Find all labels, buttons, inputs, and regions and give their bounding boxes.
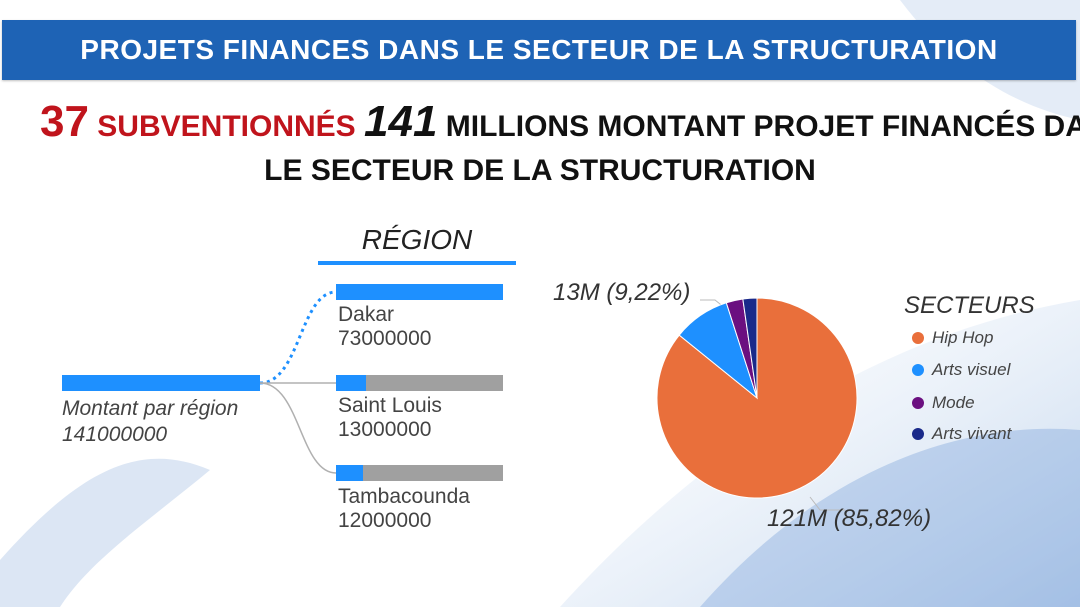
region-node-saint-louis: Saint Louis 13000000 — [338, 394, 442, 442]
region-bar-tambacounda — [336, 465, 503, 481]
headline-count: 37 — [40, 97, 89, 146]
headline-count-label: SUBVENTIONNÉS — [97, 110, 356, 143]
legend-label-arts-visuel: Arts visuel — [932, 360, 1011, 379]
region-value-tambacounda: 12000000 — [338, 509, 432, 532]
region-bar-fill-dakar — [336, 284, 503, 300]
root-bar — [62, 375, 260, 391]
page-title: PROJETS FINANCES DANS LE SECTEUR DE LA S… — [80, 34, 998, 65]
region-value-dakar: 73000000 — [338, 327, 432, 350]
connector-tambacounda — [259, 382, 337, 474]
headline-line-2: LE SECTEUR DE LA STRUCTURATION — [264, 154, 816, 187]
region-bar-fill-saint-louis — [336, 375, 366, 391]
legend-dot-arts-visuel — [912, 364, 924, 376]
region-name-dakar: Dakar — [338, 303, 395, 326]
legend-item-arts-vivant: Arts vivant — [912, 424, 1011, 444]
headline-amount: 141 — [364, 97, 438, 146]
legend-item-mode: Mode — [912, 393, 975, 413]
legend-item-arts-visuel: Arts visuel — [912, 360, 1010, 380]
region-name-tambacounda: Tambacounda — [338, 485, 470, 508]
region-value-saint-louis: 13000000 — [338, 418, 432, 441]
legend-title: SECTEURS — [904, 292, 1035, 319]
pie-slice-arts-vivant — [742, 297, 758, 399]
region-chart-title: RÉGION — [361, 224, 473, 255]
root-value: 141000000 — [62, 423, 168, 446]
headline-line-1: 37 SUBVENTIONNÉS 141 MILLIONS MONTANT PR… — [40, 97, 1080, 151]
region-bar-fill-tambacounda — [336, 465, 364, 481]
header-banner: PROJETS FINANCES DANS LE SECTEUR DE LA S… — [2, 20, 1076, 80]
region-node-dakar: Dakar 73000000 — [338, 303, 431, 351]
pie-callout-arts-visuel: 13M (9,22%) — [553, 279, 691, 306]
connector-dakar — [259, 290, 337, 385]
legend-label-hip-hop: Hip Hop — [932, 328, 994, 347]
root-label: Montant par région 141000000 — [62, 396, 238, 448]
headline: 37 SUBVENTIONNÉS 141 MILLIONS MONTANT PR… — [40, 97, 1080, 191]
legend-label-mode: Mode — [932, 393, 975, 412]
region-name-saint-louis: Saint Louis — [338, 394, 442, 417]
pie-callout-hip-hop: 121M (85,82%) — [767, 505, 932, 532]
legend-item-hip-hop: Hip Hop — [912, 328, 993, 348]
legend-dot-mode — [912, 397, 924, 409]
callout-leader-large — [809, 496, 845, 511]
legend-label-arts-vivant: Arts vivant — [932, 424, 1012, 443]
legend-dot-hip-hop — [912, 332, 924, 344]
region-bar-saint-louis — [336, 375, 503, 391]
root-name: Montant par région — [62, 397, 239, 420]
headline-amount-label: MILLIONS MONTANT PROJET FINANCÉS DANS — [445, 110, 1080, 143]
legend-dot-arts-vivant — [912, 428, 924, 440]
region-title-underline — [318, 261, 516, 265]
region-node-tambacounda: Tambacounda 12000000 — [338, 485, 470, 533]
region-bar-dakar — [336, 284, 503, 300]
